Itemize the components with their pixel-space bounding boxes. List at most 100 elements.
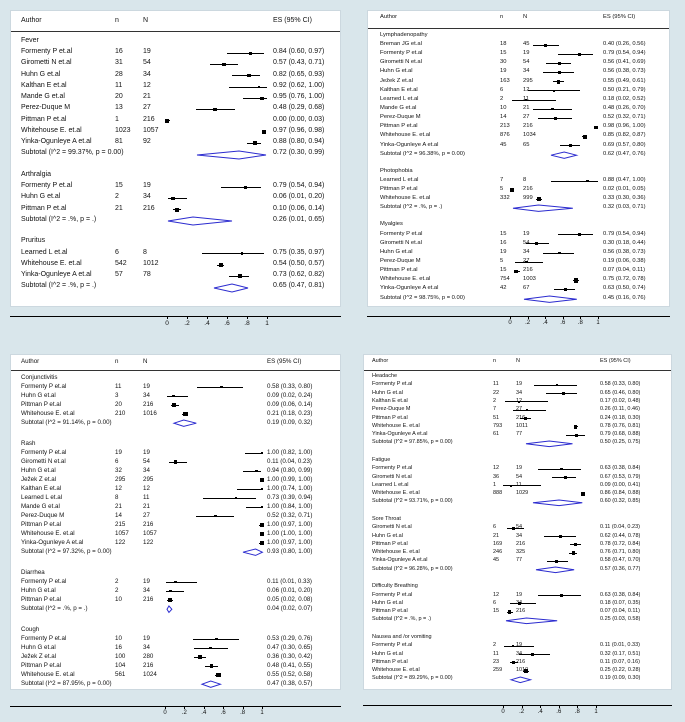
study-es-ci: 0.73 (0.39, 0.94) — [267, 493, 313, 501]
study-n: 169 — [493, 540, 503, 547]
study-es-ci: 0.07 (0.04, 0.11) — [603, 267, 646, 274]
x-axis-tick — [558, 705, 560, 708]
es-marker — [219, 385, 223, 389]
ci-line — [165, 581, 197, 583]
study-N: 999 — [523, 195, 533, 202]
group-label: Difficulty Breathing — [372, 583, 418, 590]
study-N: 19 — [143, 577, 150, 585]
col-header-N: N — [516, 358, 520, 365]
study-author: Formenty P et.al — [372, 642, 413, 649]
es-marker — [183, 411, 188, 417]
ci-line — [166, 395, 189, 397]
study-author: Pittman P et.al — [372, 658, 408, 665]
study-N: 12 — [523, 86, 530, 93]
x-axis-tick — [207, 316, 208, 319]
x-axis-tick — [247, 316, 248, 319]
col-header-es: ES (95% CI) — [267, 357, 302, 365]
ci-line — [504, 401, 548, 403]
study-author: Whitehouse E. et.al — [380, 276, 431, 283]
study-n: 16 — [115, 48, 123, 56]
study-n: 61 — [493, 431, 500, 438]
study-n: 6 — [493, 599, 497, 606]
es-marker — [525, 408, 529, 412]
study-N: 216 — [523, 123, 533, 130]
study-n: 100 — [115, 652, 126, 660]
study-n: 754 — [500, 276, 510, 283]
study-es-ci: 0.48 (0.29, 0.68) — [273, 104, 325, 112]
es-marker — [560, 594, 563, 597]
col-header-author: Author — [372, 358, 389, 365]
ci-line — [538, 468, 582, 470]
es-marker — [260, 541, 264, 545]
x-axis-tick — [510, 316, 511, 319]
study-n: 15 — [500, 50, 507, 57]
group-label: Nausea and /or vomiting — [372, 633, 432, 640]
study-author: Mande G et.al — [21, 502, 60, 510]
x-axis-tick-label: 0 — [163, 710, 167, 716]
ci-line — [202, 253, 264, 255]
study-n: 21 — [115, 204, 123, 212]
x-axis-tick-label: 0 — [501, 709, 505, 715]
es-marker — [555, 559, 559, 563]
study-author: Girometti N et.al — [380, 59, 422, 66]
col-header-n: n — [115, 16, 119, 24]
es-marker — [260, 478, 264, 482]
x-axis-tick — [203, 706, 205, 709]
study-N: 27 — [143, 511, 150, 519]
subtotal-es-ci: 0.04 (0.02, 0.07) — [267, 604, 313, 612]
es-marker — [260, 505, 264, 509]
study-es-ci: 0.56 (0.38, 0.73) — [603, 248, 646, 255]
subtotal-es-ci: 0.72 (0.30, 0.99) — [273, 149, 325, 157]
group-label: Headache — [372, 373, 398, 380]
study-es-ci: 0.79 (0.54, 0.94) — [603, 230, 646, 237]
study-n: 15 — [500, 230, 507, 237]
study-es-ci: 0.11 (0.01, 0.33) — [600, 642, 640, 649]
x-axis-tick-label: .8 — [244, 320, 250, 327]
study-author: Yinka-Ogunleye A et.al — [372, 431, 428, 438]
x-axis-tick-label: .2 — [525, 320, 531, 326]
study-N: 295 — [523, 77, 533, 84]
study-N: 12 — [143, 81, 151, 89]
header-separator-line — [11, 31, 340, 32]
study-N: 216 — [143, 204, 155, 212]
study-n: 16 — [115, 643, 122, 651]
study-author: Huhn G et.al — [21, 643, 56, 651]
study-N: 122 — [143, 538, 154, 546]
study-N: 34 — [516, 532, 523, 539]
study-n: 28 — [115, 70, 123, 78]
es-marker — [573, 543, 578, 547]
subtotal-diamond-icon — [172, 419, 197, 427]
es-marker — [562, 392, 565, 395]
study-es-ci: 0.36 (0.30, 0.42) — [267, 652, 313, 660]
es-marker — [510, 484, 513, 487]
study-n: 21 — [493, 532, 500, 539]
study-author: Huhn G et.al — [21, 586, 56, 594]
study-n: 6 — [115, 248, 119, 256]
study-n: 13 — [115, 104, 123, 112]
study-n: 51 — [493, 414, 500, 421]
group-label: Fatigue — [372, 456, 391, 463]
study-n: 1 — [115, 115, 119, 123]
col-header-N: N — [143, 357, 148, 365]
subtotal-es-ci: 0.50 (0.25, 0.75) — [600, 439, 641, 446]
study-es-ci: 0.09 (0.00, 0.41) — [600, 481, 641, 488]
study-es-ci: 0.21 (0.18, 0.23) — [267, 409, 313, 417]
study-author: Kalthan E et.al — [21, 484, 62, 492]
study-n: 16 — [500, 239, 507, 246]
study-author: Pittman P et.al — [372, 608, 408, 615]
ci-line — [242, 470, 262, 472]
study-N: 34 — [143, 643, 150, 651]
ci-line — [168, 198, 187, 199]
study-n: 215 — [115, 520, 126, 528]
x-axis-tick-label: .4 — [537, 709, 543, 715]
study-n: 19 — [500, 68, 507, 75]
group-label: Cough — [21, 625, 40, 633]
subtotal-label: Subtotal (I^2 = .%, p = .) — [21, 604, 88, 612]
es-marker — [249, 51, 253, 55]
study-author: Huhn G et.al — [21, 466, 56, 474]
subtotal-es-ci: 0.62 (0.47, 0.76) — [603, 150, 646, 157]
study-n: 876 — [500, 132, 510, 139]
study-N: 34 — [143, 466, 150, 474]
study-es-ci: 0.79 (0.54, 0.94) — [273, 182, 325, 190]
ci-line — [533, 384, 578, 386]
